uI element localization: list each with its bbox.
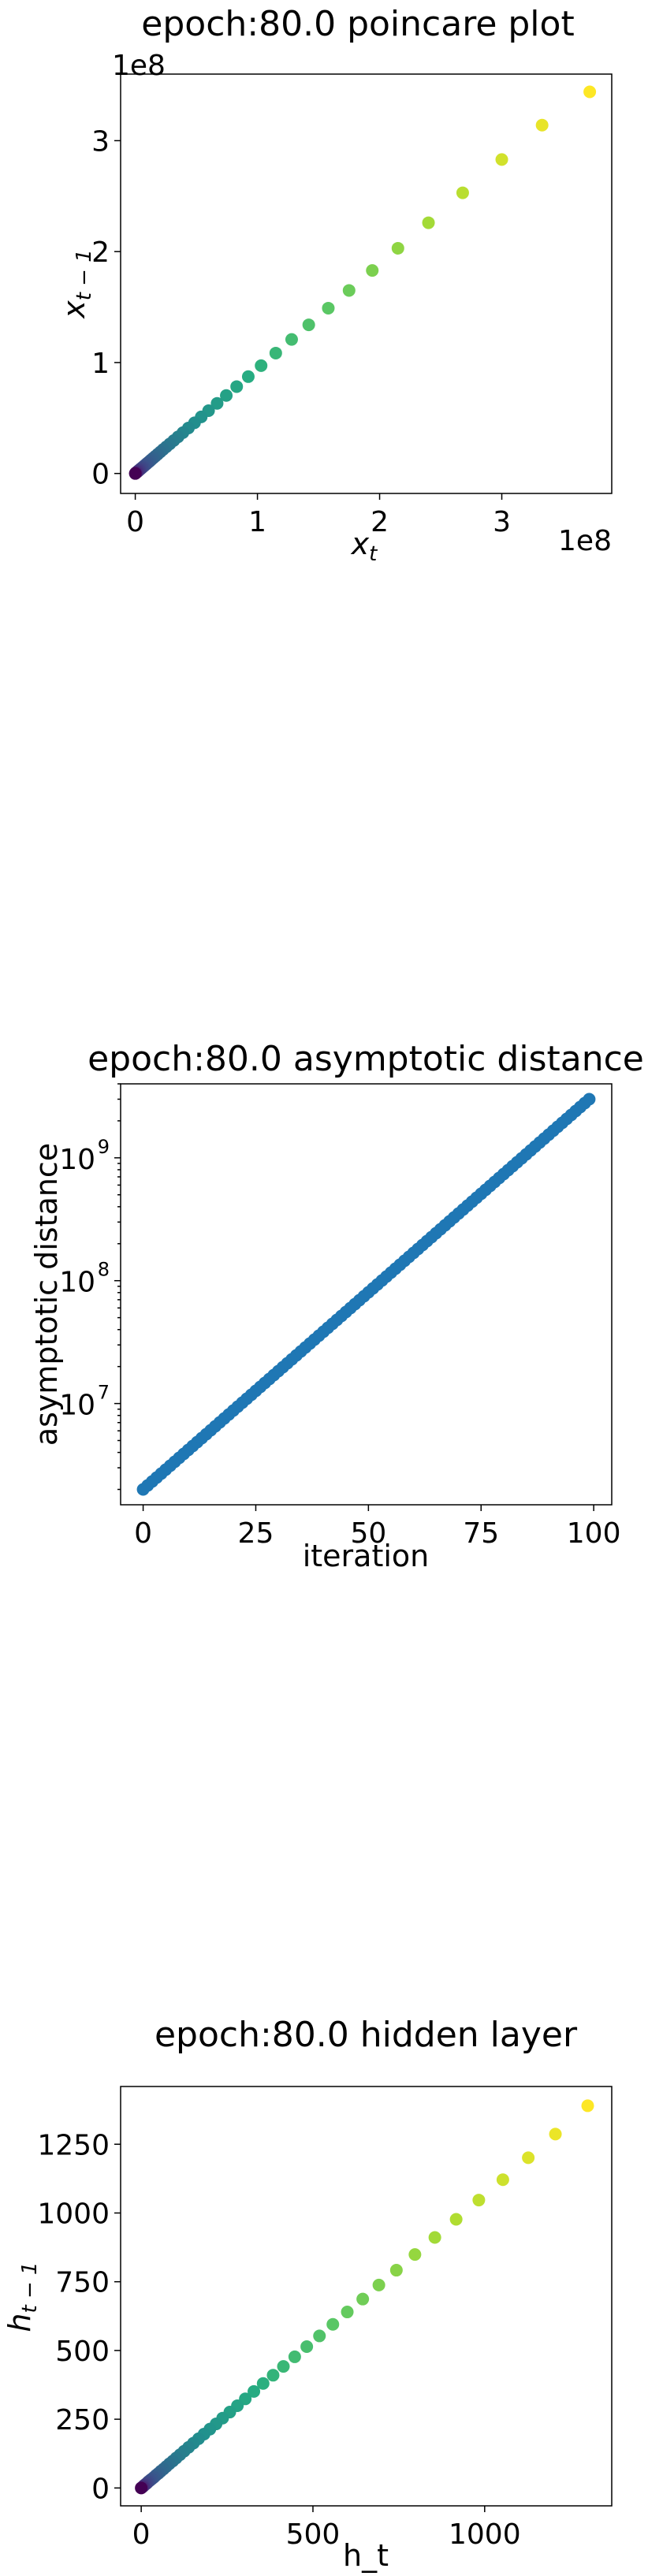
hidden-layer-point	[496, 2173, 509, 2187]
asymptotic-distance-point	[583, 1093, 596, 1106]
hidden-layer-point	[288, 2350, 301, 2363]
x-tick-label: 1	[248, 506, 266, 538]
asymptotic-distance-points	[136, 1093, 596, 1496]
poincare-plot-frame	[120, 73, 613, 494]
asymptotic-distance-title: epoch:80.0 asymptotic distance	[88, 1039, 644, 1079]
hidden-layer-point	[408, 2248, 422, 2261]
x-tick-label: 50	[350, 1517, 386, 1550]
hidden-layer-y-axis-label: ht − 1	[2, 2261, 42, 2332]
hidden-layer-point	[389, 2264, 403, 2277]
poincare-point	[322, 301, 335, 315]
poincare-point	[495, 153, 508, 166]
y-tick-exponent: 9	[98, 1136, 110, 1158]
x-tick-label: 25	[238, 1517, 274, 1550]
hidden-layer-point	[581, 2099, 594, 2113]
poincare-point	[269, 346, 282, 359]
x-tick-label: 1000	[449, 2518, 521, 2551]
hidden-layer-plot: epoch:80.0 hidden layer 0 500 1000 0 250 500…	[2, 2015, 613, 2573]
y-tick-label: 10	[59, 1267, 95, 1299]
poincare-point	[422, 216, 435, 229]
y-tick-label: 10	[59, 1144, 95, 1176]
hidden-layer-point	[256, 2377, 270, 2390]
poincare-plot-title: epoch:80.0 poincare plot	[141, 4, 574, 44]
poincare-point	[230, 380, 244, 393]
poincare-y-axis-label: xt − 1	[57, 249, 96, 319]
x-tick-label: 75	[463, 1517, 499, 1550]
poincare-plot: epoch:80.0 poincare plot 1e8 0 1 2 3 0 1 2 3 1…	[57, 4, 613, 566]
hidden-layer-point	[313, 2329, 326, 2343]
hidden-layer-point	[341, 2306, 354, 2319]
x-tick-label: 500	[286, 2518, 341, 2551]
hidden-layer-point	[248, 2384, 261, 2398]
y-tick-label: 3	[91, 125, 110, 158]
hidden-layer-frame	[120, 2086, 613, 2507]
asymptotic-distance-plot: epoch:80.0 asymptotic distance 0 25 50 75 10…	[29, 1039, 644, 1573]
y-tick-label: 0	[91, 2473, 110, 2505]
poincare-point	[456, 186, 469, 199]
y-tick-label: 1250	[37, 2129, 110, 2161]
x-tick-label: 0	[132, 2518, 151, 2551]
poincare-point	[391, 241, 404, 255]
hidden-layer-point	[522, 2151, 535, 2165]
poincare-y-offset-label: 1e8	[112, 50, 166, 82]
y-tick-label: 750	[55, 2267, 110, 2299]
hidden-layer-y-ticks: 0 250 500 750 1000 1250	[37, 2129, 121, 2505]
poincare-point	[366, 264, 379, 277]
poincare-x-ticks: 0 1 2 3	[126, 493, 511, 538]
hidden-layer-point	[326, 2317, 340, 2331]
poincare-y-ticks: 0 1 2 3	[91, 125, 121, 491]
poincare-point	[128, 467, 142, 480]
poincare-point	[241, 370, 255, 383]
hidden-layer-x-ticks: 0 500 1000	[132, 2506, 521, 2551]
poincare-point	[302, 318, 315, 332]
x-tick-label: 2	[371, 506, 389, 538]
y-tick-label: 2	[91, 236, 110, 269]
hidden-layer-point	[277, 2360, 290, 2373]
asymptotic-distance-frame	[120, 1083, 613, 1506]
poincare-point	[342, 284, 356, 297]
hidden-layer-point	[266, 2369, 280, 2382]
x-tick-label: 0	[126, 506, 144, 538]
y-tick-exponent: 7	[98, 1382, 110, 1404]
asymptotic-distance-y-axis-label: asymptotic distance	[29, 1143, 64, 1446]
asymptotic-distance-x-ticks: 0 25 50 75 100	[134, 1505, 620, 1550]
y-tick-label: 10	[59, 1390, 95, 1422]
hidden-layer-point	[428, 2231, 441, 2244]
poincare-point	[210, 396, 224, 410]
y-tick-exponent: 8	[98, 1259, 110, 1281]
hidden-layer-point	[300, 2340, 314, 2354]
hidden-layer-points	[135, 2099, 594, 2495]
poincare-points	[128, 85, 597, 480]
hidden-layer-x-axis-label: h_t	[343, 2538, 389, 2573]
x-tick-label: 3	[493, 506, 511, 538]
asymptotic-distance-x-axis-label: iteration	[303, 1539, 430, 1573]
y-tick-label: 1000	[37, 2198, 110, 2230]
hidden-layer-point	[372, 2278, 385, 2291]
hidden-layer-title: epoch:80.0 hidden layer	[155, 2015, 578, 2055]
x-tick-label: 100	[567, 1517, 621, 1550]
poincare-point	[255, 359, 268, 372]
y-tick-label: 250	[55, 2404, 110, 2436]
hidden-layer-point	[135, 2481, 148, 2495]
y-tick-label: 500	[55, 2336, 110, 2368]
poincare-point	[583, 85, 597, 99]
poincare-point	[285, 333, 298, 346]
hidden-layer-point	[549, 2127, 562, 2141]
y-tick-label: 0	[91, 459, 110, 491]
poincare-point	[220, 389, 233, 402]
hidden-layer-point	[449, 2213, 463, 2226]
hidden-layer-point	[356, 2292, 370, 2306]
poincare-x-offset-label: 1e8	[558, 525, 612, 557]
x-tick-label: 0	[134, 1517, 152, 1550]
y-tick-label: 1	[91, 348, 110, 380]
hidden-layer-point	[472, 2194, 486, 2207]
poincare-point	[535, 118, 549, 132]
